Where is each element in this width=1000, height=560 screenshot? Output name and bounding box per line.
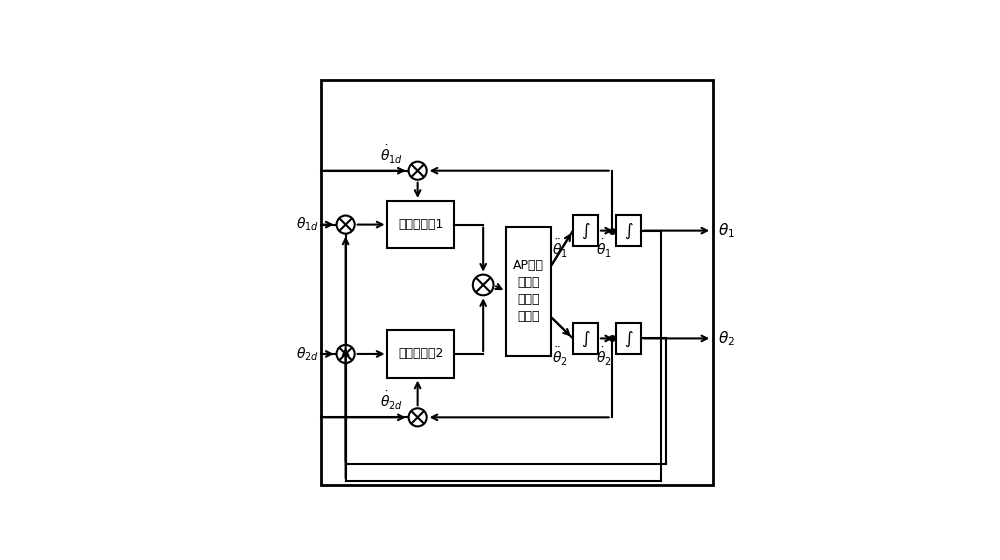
Text: AP型二
自由度
欠驱动
机械臂: AP型二 自由度 欠驱动 机械臂 [513,259,544,324]
Bar [616,215,641,246]
Circle shape [337,216,355,234]
Bar [616,323,641,354]
Text: $\ddot{\theta}_2$: $\ddot{\theta}_2$ [552,346,568,368]
Text: ∫: ∫ [624,222,633,240]
Bar [387,201,454,248]
Text: $\dot{\theta}_{1d}$: $\dot{\theta}_{1d}$ [380,143,403,166]
Bar [573,323,598,354]
Text: $\dot{\theta}_1$: $\dot{\theta}_1$ [596,239,612,260]
Text: $\theta_{2d}$: $\theta_{2d}$ [296,346,318,363]
Text: 滑模控制器2: 滑模控制器2 [398,347,444,361]
Circle shape [473,274,494,295]
Text: ∫: ∫ [624,329,633,347]
Text: $\ddot{\theta}_1$: $\ddot{\theta}_1$ [552,239,568,260]
Bar [387,330,454,377]
Text: $\theta_{1d}$: $\theta_{1d}$ [296,216,318,234]
Circle shape [409,408,427,426]
Text: ∫: ∫ [581,329,590,347]
Text: $\theta_2$: $\theta_2$ [718,329,735,348]
Circle shape [409,162,427,180]
Bar [506,227,551,356]
Text: $\dot{\theta}_2$: $\dot{\theta}_2$ [596,346,612,368]
Bar [573,215,598,246]
Text: ∫: ∫ [581,222,590,240]
Text: $\theta_1$: $\theta_1$ [718,221,735,240]
Text: $\dot{\theta}_{2d}$: $\dot{\theta}_{2d}$ [380,390,403,412]
Circle shape [337,345,355,363]
Text: 滑模控制器1: 滑模控制器1 [398,218,444,231]
